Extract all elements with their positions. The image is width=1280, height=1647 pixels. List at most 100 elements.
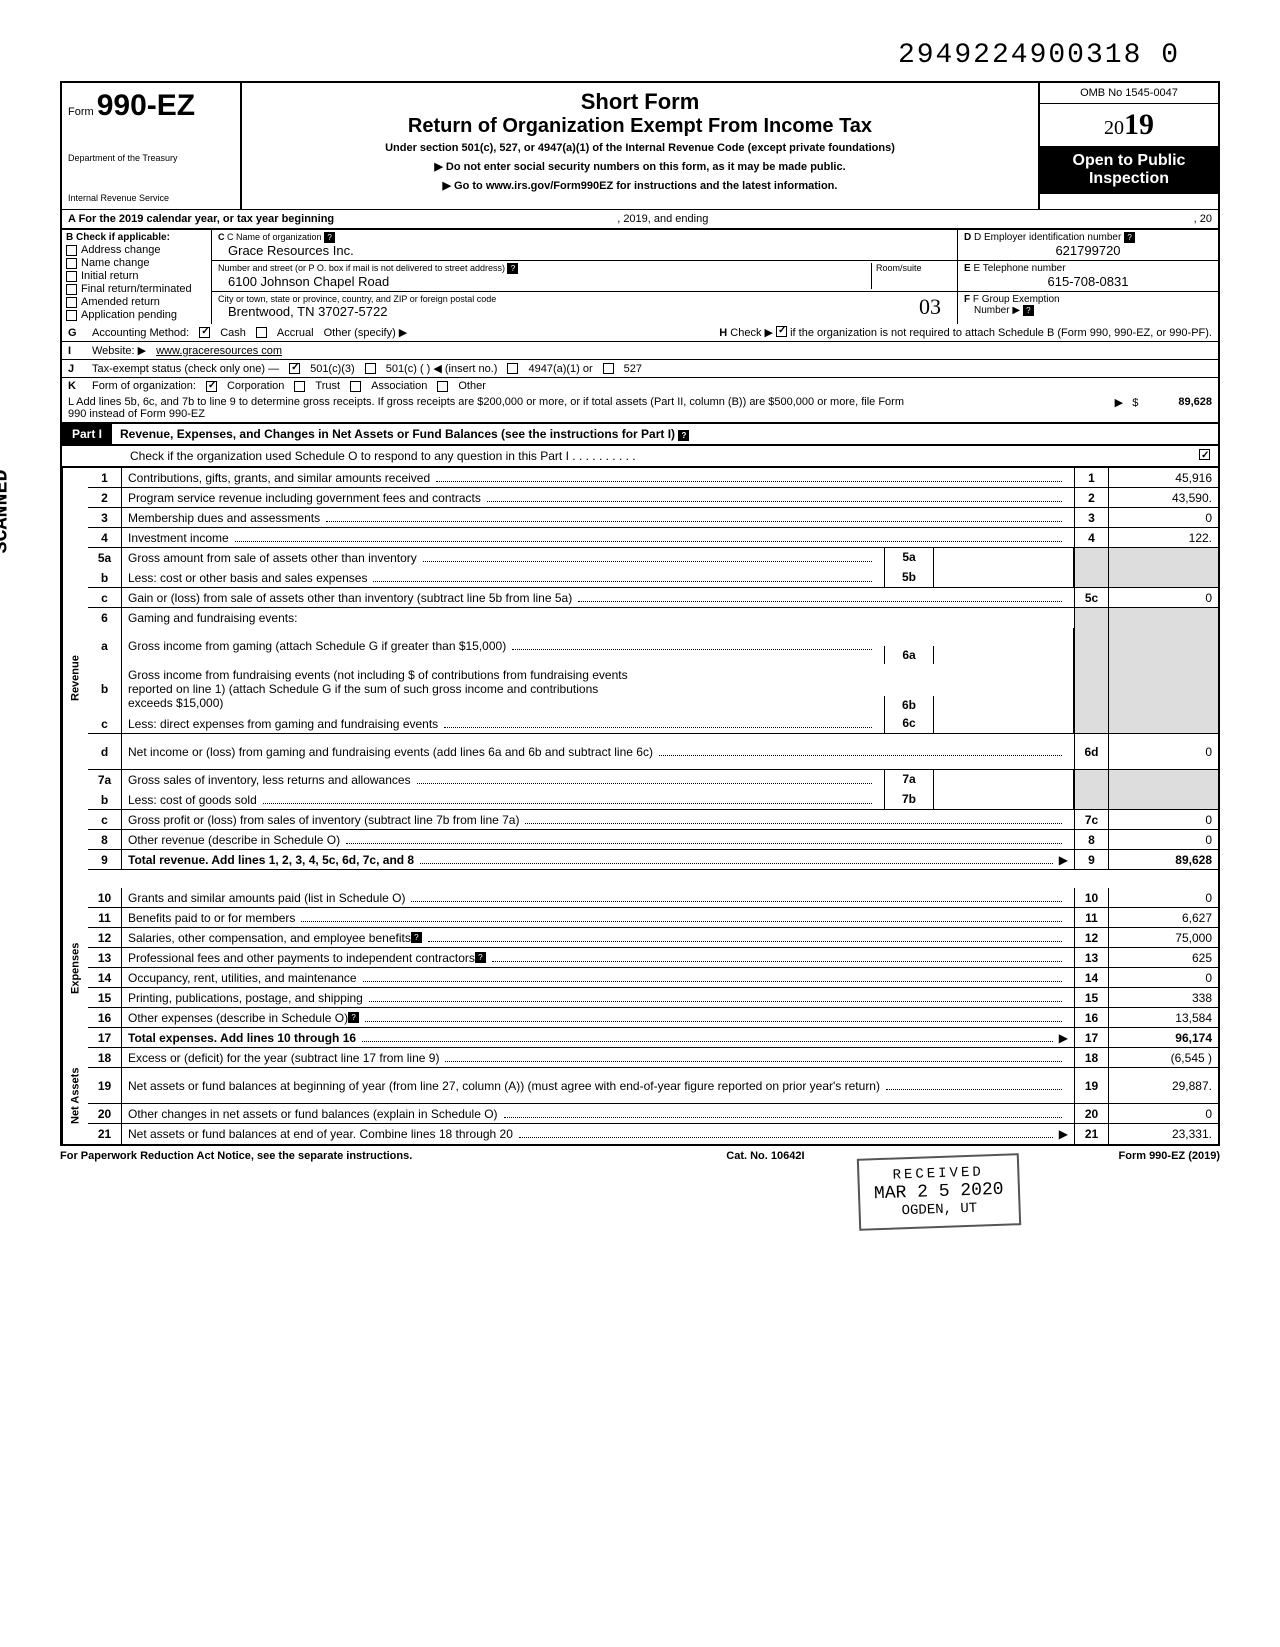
ln2-num: 2 [88, 488, 122, 507]
b-title: B Check if applicable: [66, 232, 207, 243]
chk-4947[interactable] [507, 363, 518, 374]
dept-treasury: Department of the Treasury [68, 153, 234, 163]
ln7b-num: b [88, 790, 122, 809]
ln5a-num: 5a [88, 548, 122, 568]
j-opt-0: 501(c)(3) [310, 363, 355, 375]
e-tel-lbl: E E Telephone number [964, 263, 1212, 274]
ln14-num: 14 [88, 968, 122, 987]
year-prefix: 20 [1104, 117, 1124, 139]
ln8-num: 8 [88, 830, 122, 849]
ln13-val: 625 [1108, 948, 1218, 967]
ln17-desc: Total expenses. Add lines 10 through 16▶ [122, 1028, 1074, 1047]
chk-part1-schedo[interactable] [1199, 449, 1210, 460]
chk-cash[interactable] [199, 327, 210, 338]
i-text: Website: ▶ [92, 344, 146, 357]
document-number-stamp: 2949224900318 0 [60, 40, 1220, 71]
row-g: G Accounting Method: Cash Accrual Other … [62, 324, 1218, 342]
l-amount: 89,628 [1178, 396, 1212, 420]
chk-association[interactable] [350, 381, 361, 392]
row-l: L Add lines 5b, 6c, and 7b to line 9 to … [60, 394, 1220, 424]
j-text: Tax-exempt status (check only one) — [92, 363, 279, 375]
title-return: Return of Organization Exempt From Incom… [252, 115, 1028, 138]
chk-other[interactable] [437, 381, 448, 392]
chk-application-pending[interactable]: Application pending [66, 309, 207, 321]
header-left: Form 990-EZ Department of the Treasury I… [62, 83, 242, 209]
ln6c-num: c [88, 714, 122, 733]
b-opt-0: Address change [81, 244, 161, 256]
ln11-num: 11 [88, 908, 122, 927]
ln21-desc: Net assets or fund balances at end of ye… [122, 1124, 1074, 1144]
chk-name-change[interactable]: Name change [66, 257, 207, 269]
chk-h[interactable] [776, 326, 787, 337]
b-opt-2: Initial return [81, 270, 138, 282]
col-b: B Check if applicable: Address change Na… [62, 230, 212, 324]
j-opt-1: 501(c) ( ) ◀ (insert no.) [386, 362, 498, 375]
ln5c-val: 0 [1108, 588, 1218, 607]
g-opt-other: Other (specify) ▶ [324, 326, 408, 339]
row-j: J Tax-exempt status (check only one) — 5… [62, 360, 1218, 378]
ln18-num: 18 [88, 1048, 122, 1067]
ln10-desc: Grants and similar amounts paid (list in… [122, 888, 1074, 907]
ln19-rn: 19 [1074, 1068, 1108, 1103]
ln21-rn: 21 [1074, 1124, 1108, 1144]
ln20-num: 20 [88, 1104, 122, 1123]
open-to-public: Open to Public Inspection [1040, 146, 1218, 194]
ln5a-desc: Gross amount from sale of assets other t… [122, 548, 884, 568]
chk-initial-return[interactable]: Initial return [66, 270, 207, 282]
k-opt-2: Association [371, 380, 427, 392]
omb-number: OMB No 1545-0047 [1040, 83, 1218, 104]
ln5b-desc: Less: cost or other basis and sales expe… [122, 568, 884, 587]
c-city-val: Brentwood, TN 37027-5722 [218, 304, 919, 319]
form-header: Form 990-EZ Department of the Treasury I… [60, 81, 1220, 209]
j-lbl: J [68, 363, 82, 375]
ln12-rn: 12 [1074, 928, 1108, 947]
ln5b-num: b [88, 568, 122, 587]
chk-501c[interactable] [365, 363, 376, 374]
ln10-num: 10 [88, 888, 122, 907]
ln8-val: 0 [1108, 830, 1218, 849]
ln7c-val: 0 [1108, 810, 1218, 829]
section-bcd: B Check if applicable: Address change Na… [60, 230, 1220, 324]
g-opt-accrual: Accrual [277, 327, 314, 339]
note-url: ▶ Go to www.irs.gov/Form990EZ for instru… [252, 179, 1028, 192]
ln5c-num: c [88, 588, 122, 607]
ln18-rn: 18 [1074, 1048, 1108, 1067]
c-name-val: Grace Resources Inc. [218, 243, 354, 258]
ln5c-rn: 5c [1074, 588, 1108, 607]
line-table: Revenue 1Contributions, gifts, grants, a… [60, 468, 1220, 1146]
chk-501c3[interactable] [289, 363, 300, 374]
ln13-desc: Professional fees and other payments to … [122, 948, 1074, 967]
j-opt-3: 527 [624, 363, 642, 375]
chk-corporation[interactable] [206, 381, 217, 392]
ln2-rn: 2 [1074, 488, 1108, 507]
subtitle: Under section 501(c), 527, or 4947(a)(1)… [252, 142, 1028, 154]
row-a-mid: , 2019, and ending [617, 213, 708, 225]
k-opt-1: Trust [315, 380, 340, 392]
k-opt-0: Corporation [227, 380, 284, 392]
ln11-desc: Benefits paid to or for members [122, 908, 1074, 927]
chk-trust[interactable] [294, 381, 305, 392]
tax-year: 20201919 [1040, 104, 1218, 146]
ln6c-desc: Less: direct expenses from gaming and fu… [122, 714, 884, 733]
chk-address-change[interactable]: Address change [66, 244, 207, 256]
f-grp-lbl2: Number ▶ ? [964, 305, 1212, 316]
ln15-desc: Printing, publications, postage, and shi… [122, 988, 1074, 1007]
ln14-val: 0 [1108, 968, 1218, 987]
ln1-val: 45,916 [1108, 468, 1218, 487]
chk-amended-return[interactable]: Amended return [66, 296, 207, 308]
ln9-val: 89,628 [1108, 850, 1218, 869]
dept-irs: Internal Revenue Service [68, 193, 234, 203]
col-c: C C Name of organization ?Grace Resource… [212, 230, 958, 324]
ln4-val: 122. [1108, 528, 1218, 547]
side-expenses: Expenses [62, 888, 88, 1048]
ln19-val: 29,887. [1108, 1068, 1218, 1103]
chk-accrual[interactable] [256, 327, 267, 338]
i-lbl: I [68, 345, 82, 357]
c-hand-03: 03 [919, 294, 951, 320]
part1-check-text: Check if the organization used Schedule … [122, 446, 1218, 466]
c-name-lbl: C C Name of organization ? [218, 232, 354, 243]
ln16-rn: 16 [1074, 1008, 1108, 1027]
chk-final-return[interactable]: Final return/terminated [66, 283, 207, 295]
chk-527[interactable] [603, 363, 614, 374]
ln1-desc: Contributions, gifts, grants, and simila… [122, 468, 1074, 487]
